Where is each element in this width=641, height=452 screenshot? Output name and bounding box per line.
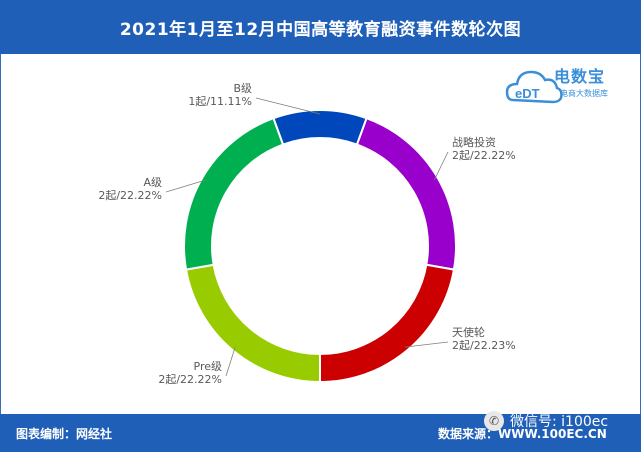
- slice-name-label: 天使轮: [452, 325, 485, 339]
- slice-name-label: 战略投资: [452, 135, 496, 149]
- donut-chart: 战略投资2起/22.22%天使轮2起/22.23%Pre级2起/22.22%A级…: [98, 82, 516, 386]
- watermark-text: 微信号: i100ec: [510, 414, 609, 430]
- logo-cloud-icon: eDT: [505, 70, 563, 104]
- footer-bar: 图表编制：网经社 数据来源：WWW.100EC.CN: [0, 414, 641, 452]
- leader-line: [404, 341, 449, 348]
- logo-subtitle: 电商大数据库: [560, 89, 608, 98]
- slice-name-label: Pre级: [194, 360, 223, 373]
- donut-slice: [183, 116, 285, 271]
- wechat-icon: ✆: [484, 411, 504, 431]
- logo-name: 电数宝: [554, 67, 606, 86]
- footer-source: 数据来源：WWW.100EC.CN: [438, 427, 607, 441]
- slice-value-label: 2起/22.22%: [452, 149, 516, 162]
- slice-value-label: 2起/22.23%: [452, 339, 516, 352]
- leader-line: [255, 97, 321, 115]
- logo-badge: eDT: [515, 86, 540, 101]
- slice-name-label: B级: [233, 82, 252, 95]
- slice-value-label: 2起/22.22%: [98, 189, 162, 202]
- donut-slice: [355, 116, 457, 271]
- slice-value-label: 1起/11.11%: [188, 95, 252, 108]
- chart-title: 2021年1月至12月中国高等教育融资事件数轮次图: [119, 19, 522, 40]
- slice-name-label: A级: [143, 176, 162, 189]
- slice-value-label: 2起/22.22%: [158, 373, 222, 386]
- leader-line: [225, 346, 236, 377]
- wechat-watermark: ✆ 微信号: i100ec: [484, 408, 608, 434]
- footer-credit: 图表编制：网经社: [16, 427, 113, 441]
- donut-slice: [272, 109, 368, 146]
- chart-title-bar: 2021年1月至12月中国高等教育融资事件数轮次图: [0, 0, 641, 54]
- leader-line: [165, 179, 206, 193]
- donut-slice: [319, 263, 456, 384]
- leader-line: [433, 151, 449, 181]
